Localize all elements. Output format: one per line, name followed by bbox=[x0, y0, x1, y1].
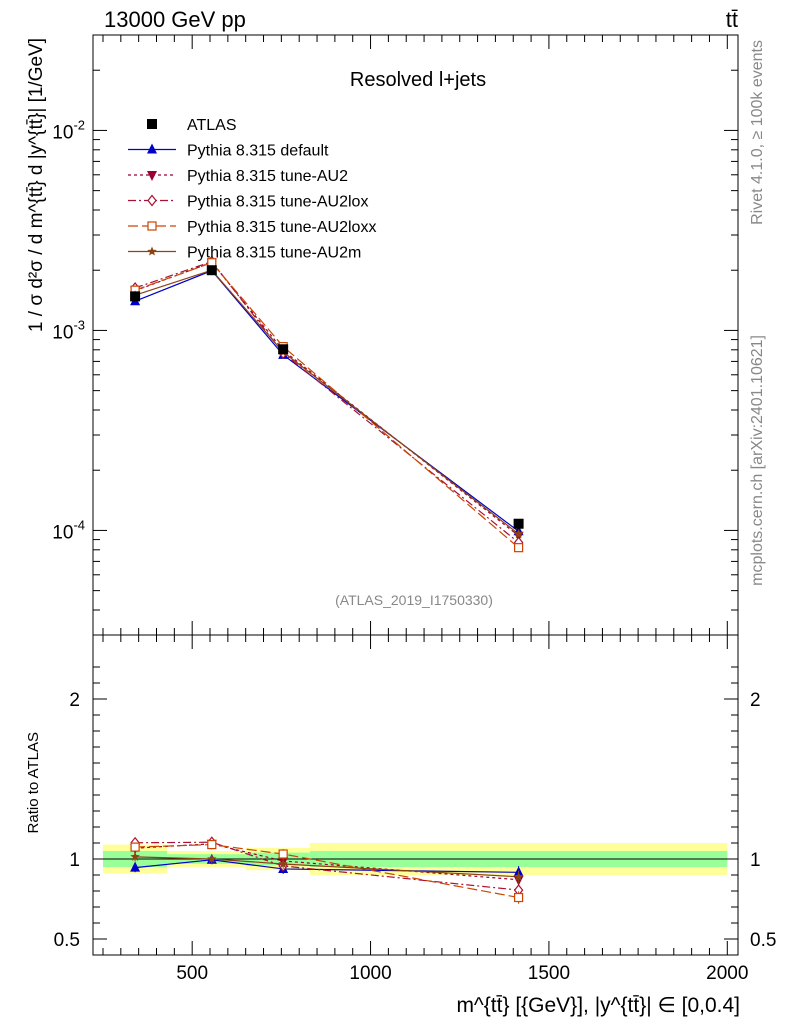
y-tick-label-base: 10 bbox=[52, 122, 73, 143]
x-axis-label: m^{tt̄} [{GeV}], |y^{tt̄}| ∈ [0,0.4] bbox=[456, 994, 740, 1017]
ratio-y-axis-label: Ratio to ATLAS bbox=[25, 732, 42, 833]
ratio-series-line bbox=[135, 843, 519, 899]
series-point bbox=[147, 143, 157, 154]
y-tick-label: 10-3 bbox=[52, 317, 85, 343]
ratio-y-tick-label: 1 bbox=[69, 850, 80, 871]
ratio-y-tick-label-right: 0.5 bbox=[750, 930, 776, 951]
y-tick-label-base: 10 bbox=[52, 522, 73, 543]
y-axis-label: 1 / σ d²σ / d m^{tt̄} d |y^{tt̄}| [1/GeV… bbox=[26, 38, 47, 332]
ratio-y-tick-label: 0.5 bbox=[54, 930, 80, 951]
legend-label: Pythia 8.315 tune-AU2loxx bbox=[187, 219, 376, 236]
series-point bbox=[513, 529, 524, 538]
series-line bbox=[134, 262, 519, 549]
rivet-label: Rivet 4.1.0, ≥ 100k events bbox=[749, 40, 766, 225]
series-point bbox=[514, 543, 524, 553]
y-tick-label: 10-4 bbox=[52, 517, 85, 543]
ratio-series-line bbox=[135, 843, 519, 881]
legend-label: Pythia 8.315 default bbox=[187, 143, 329, 160]
series-point bbox=[130, 861, 141, 872]
series-point bbox=[514, 892, 524, 903]
mcplots-label: mcplots.cern.ch [arXiv:2401.10621] bbox=[749, 335, 766, 586]
series-line bbox=[134, 269, 519, 535]
x-tick-label: 2000 bbox=[706, 963, 748, 984]
legend-label: Pythia 8.315 tune-AU2 bbox=[187, 168, 348, 185]
x-tick-label: 1500 bbox=[528, 963, 570, 984]
ratio-y-tick-label: 2 bbox=[69, 690, 80, 711]
series-point bbox=[147, 194, 157, 207]
y-tick-label-base: 10 bbox=[52, 322, 73, 343]
ratio-series-line bbox=[135, 841, 519, 891]
ratio-panel-frame bbox=[92, 634, 739, 956]
series-line bbox=[134, 269, 519, 532]
data-point bbox=[206, 265, 217, 276]
series-point bbox=[130, 851, 140, 861]
series-point bbox=[147, 171, 157, 181]
series-markers bbox=[130, 255, 524, 904]
analysis-label: (ATLAS_2019_I1750330) bbox=[335, 592, 493, 608]
legend-label: ATLAS bbox=[187, 117, 237, 134]
data-point bbox=[513, 518, 524, 529]
series-lines bbox=[134, 260, 519, 899]
series-point bbox=[278, 859, 288, 868]
legend-label: Pythia 8.315 tune-AU2lox bbox=[187, 194, 368, 211]
y-tick-label-exp: -3 bbox=[73, 317, 85, 332]
y-tick-label-exp: -4 bbox=[73, 517, 85, 532]
series-line bbox=[134, 261, 519, 537]
ratio-y-tick-label-right: 2 bbox=[750, 690, 761, 711]
y-tick-label-exp: -2 bbox=[73, 117, 85, 132]
data-point bbox=[278, 344, 289, 355]
data-point bbox=[147, 119, 157, 129]
header-left: 13000 GeV pp bbox=[104, 7, 246, 32]
series-point bbox=[147, 246, 157, 256]
series-line bbox=[134, 260, 519, 543]
series-point bbox=[278, 849, 288, 859]
x-tick-label: 500 bbox=[176, 963, 208, 984]
legend-label: Pythia 8.315 tune-AU2m bbox=[187, 245, 361, 262]
series-point bbox=[147, 221, 157, 231]
x-tick-label: 1000 bbox=[349, 963, 391, 984]
ratio-series-line bbox=[135, 856, 519, 878]
series-point bbox=[130, 842, 140, 852]
series-point bbox=[207, 839, 217, 850]
chart-title: Resolved l+jets bbox=[350, 69, 486, 91]
series-point bbox=[207, 854, 217, 863]
ratio-bands bbox=[93, 843, 738, 875]
header-right: tt̄ bbox=[726, 7, 738, 32]
legend: ATLAS Pythia 8.315 default Pythia 8.315 tu… bbox=[128, 117, 376, 262]
y-tick-label: 10-2 bbox=[52, 117, 85, 143]
series-point bbox=[513, 871, 524, 881]
data-point bbox=[130, 291, 141, 302]
ratio-y-tick-label-right: 1 bbox=[750, 850, 761, 871]
